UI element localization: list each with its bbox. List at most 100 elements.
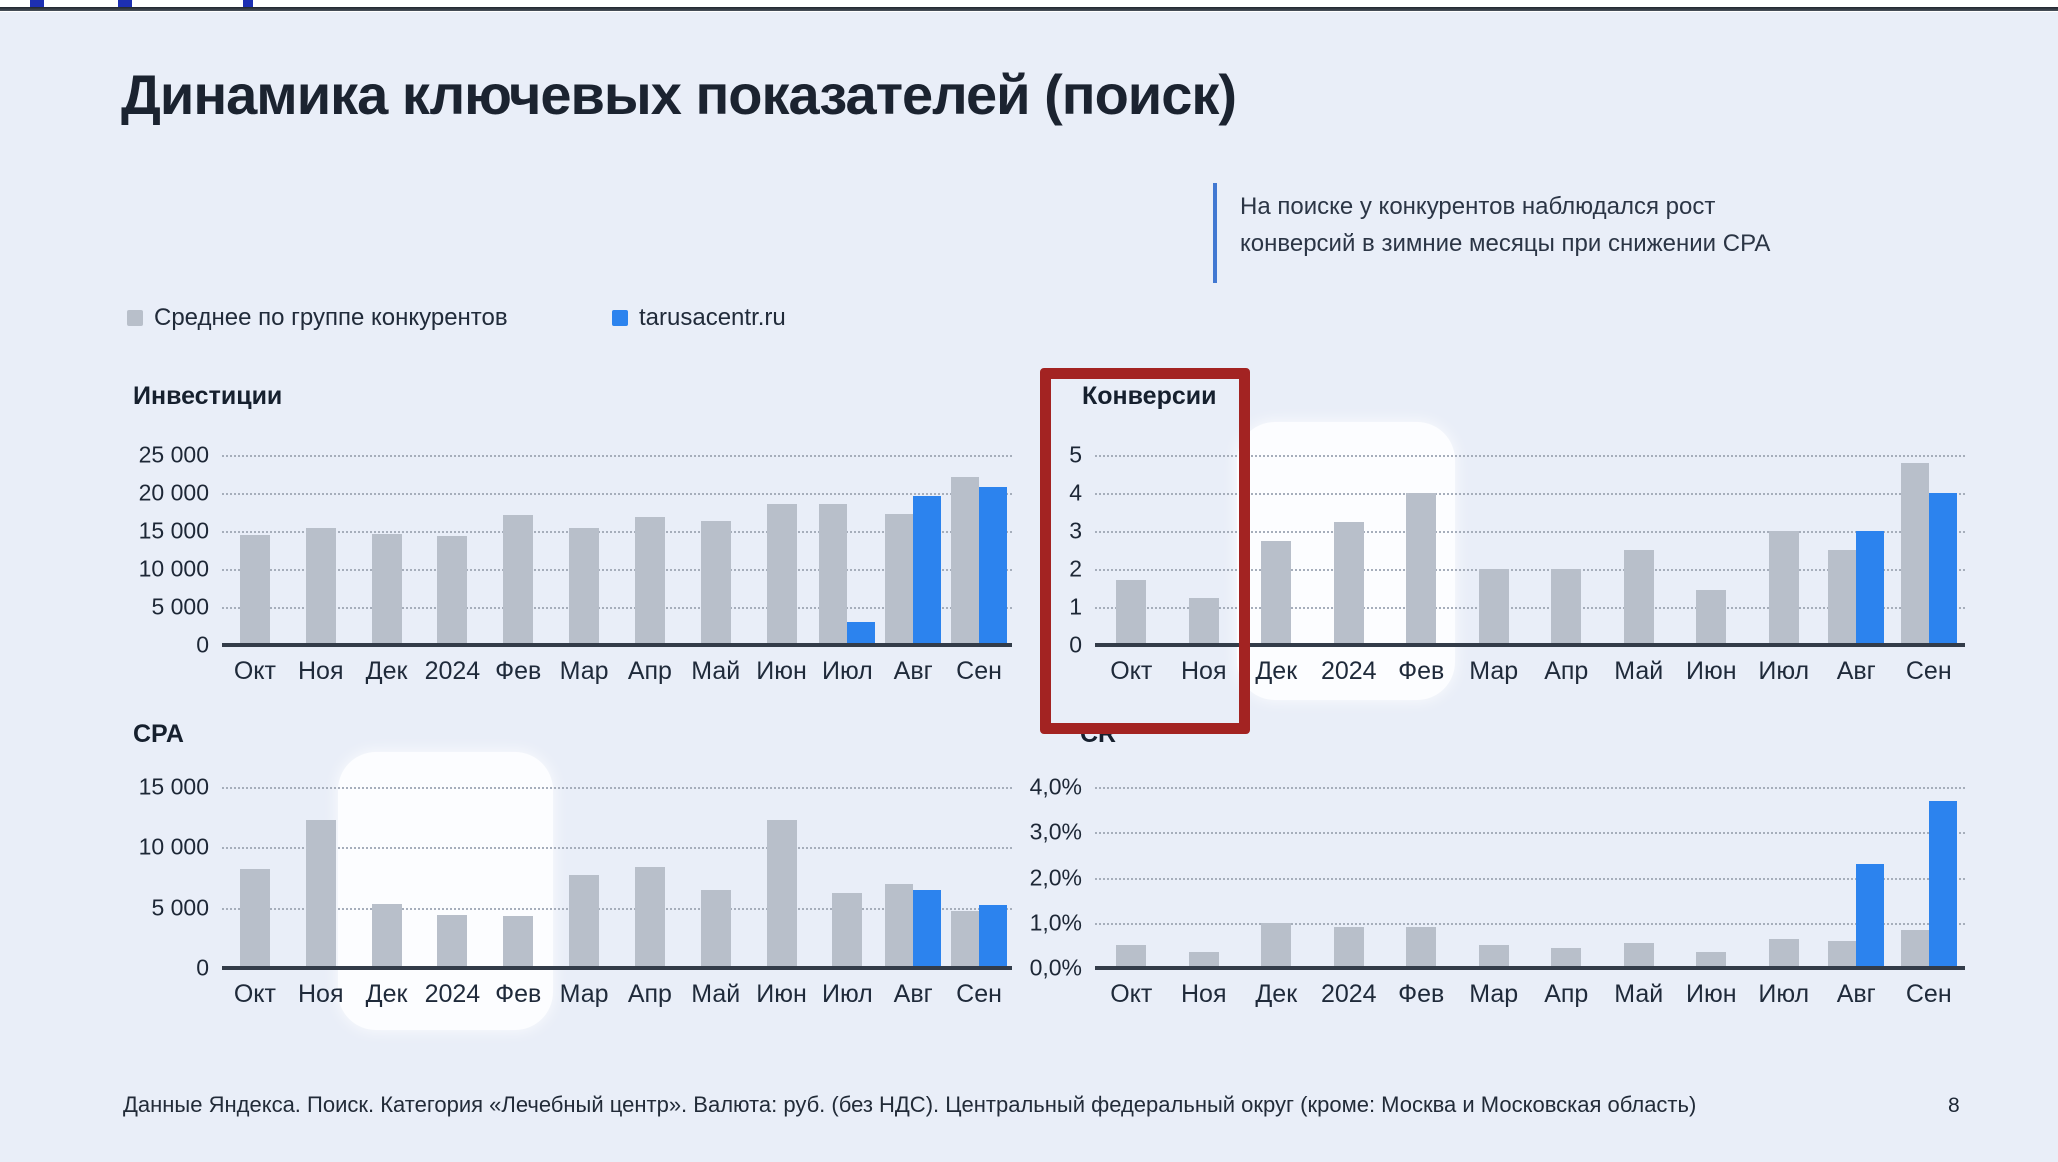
footer-source-note: Данные Яндекса. Поиск. Категория «Лечебн… <box>123 1092 1697 1117</box>
y-tick-label: 2,0% <box>1029 864 1082 890</box>
bar-cpa-Мар-competitors <box>569 875 600 968</box>
bar-cpa-Сен-site <box>979 905 1008 968</box>
x-tick-label: Авг <box>893 657 933 685</box>
bar-slot-Июн <box>1675 787 1748 968</box>
red-annotation-box <box>1040 368 1250 734</box>
plot-area-cpa: 15 000 10 000 5 000 0 Окт Ноя Дек 2024 Фев Мар Апр… <box>139 774 1012 1008</box>
x-tick-label: Июн <box>756 980 807 1008</box>
legend-item-site: tarusacentr.ru <box>612 304 786 332</box>
plot-area-investments: 25 000 20 000 15 000 10 000 5 000 0 Окт Ноя Дек 2… <box>139 442 1012 685</box>
y-tick-label: 0 <box>196 954 209 981</box>
bar-slot-Мар <box>551 787 617 968</box>
browser-tab-fragment <box>118 0 132 7</box>
x-tick-label: Ноя <box>1181 657 1227 685</box>
x-tick-label: Мар <box>1469 657 1519 685</box>
bar-slot-Ноя <box>1168 787 1241 968</box>
x-tick-label: 2024 <box>1320 980 1377 1008</box>
bar-investments-2024-competitors <box>437 536 468 645</box>
bar-investments-Июл-site <box>847 622 876 645</box>
gridline-cr-3 <box>1095 832 1965 835</box>
gridline-investments-20000 <box>222 493 1012 495</box>
gridline-investments-5000 <box>222 607 1012 609</box>
bar-conversions-Сен-site <box>1928 493 1957 645</box>
bar-slot-Ноя <box>1168 455 1241 645</box>
bar-investments-Ноя-competitors <box>305 527 336 645</box>
y-tick-label: 3,0% <box>1029 818 1082 845</box>
bar-investments-Июл-competitors <box>819 503 848 645</box>
x-tick-label: Сен <box>1905 980 1952 1008</box>
bar-cpa-Апр-competitors <box>634 866 665 968</box>
bar-conversions-Апр-competitors <box>1551 569 1582 645</box>
bar-slot-Фев <box>485 787 551 968</box>
bar-slot-Июн <box>749 455 815 645</box>
y-tick-label: 10 000 <box>138 833 209 860</box>
bar-cpa-Окт-competitors <box>239 869 270 968</box>
y-tick-label: 5 <box>1069 441 1082 468</box>
bar-investments-Авг-competitors <box>885 513 914 645</box>
y-tick-label: 25 000 <box>138 441 209 468</box>
bar-cpa-Июл-competitors <box>832 893 863 968</box>
bar-investments-Дек-competitors <box>371 534 402 645</box>
bars-layer <box>222 455 1012 645</box>
bar-investments-Сен-competitors <box>951 477 980 645</box>
x-axis-labels: Окт Ноя Дек 2024 Фев Мар Апр Май Июн Июл Авг Сен <box>222 980 1012 1009</box>
bar-slot-Мар <box>551 455 617 645</box>
bar-slot-Окт <box>1095 787 1168 968</box>
bar-slot-Июл <box>814 455 880 645</box>
bar-slot-Дек <box>354 787 420 968</box>
x-tick-label: Окт <box>233 657 276 685</box>
browser-tab-fragment <box>243 0 253 7</box>
x-axis-labels: Окт Ноя Дек 2024 Фев Мар Апр Май Июн Июл Авг Сен <box>1095 657 1965 686</box>
x-tick-label: Окт <box>233 980 276 1008</box>
y-tick-label: 1 <box>1069 593 1082 620</box>
x-tick-label: Фев <box>1398 980 1445 1008</box>
x-tick-label: Окт <box>1110 657 1153 685</box>
bar-slot-Апр <box>617 455 683 645</box>
plot-area-conversions: 5 4 3 2 1 0 Окт Ноя Дек 2024 Фев Мар Апр Май Июн Июл Авг… <box>1069 442 1965 685</box>
page-number: 8 <box>1948 1094 1960 1117</box>
y-tick-label: 0 <box>1069 631 1082 658</box>
chart-cpa: CPA 15 000 10 000 5 000 0 Окт Ноя Дек 2024 Фев Ма… <box>118 712 1018 1037</box>
bar-cr-Апр-competitors <box>1551 947 1582 968</box>
bar-slot-Июн <box>749 787 815 968</box>
callout-accent-line <box>1213 183 1217 283</box>
x-tick-label: Фев <box>495 657 542 685</box>
x-tick-label: Июл <box>1758 657 1810 685</box>
x-tick-label: Ноя <box>297 657 344 685</box>
legend-label-competitors: Среднее по группе конкурентов <box>154 304 508 331</box>
x-tick-label: Дек <box>365 980 408 1008</box>
y-tick-label: 0 <box>196 631 209 658</box>
legend-swatch-competitors <box>127 310 143 326</box>
x-tick-label: Дек <box>1255 657 1298 685</box>
bars-layer <box>1095 787 1965 968</box>
x-tick-label: Фев <box>1398 657 1445 685</box>
x-axis-line <box>222 643 1012 647</box>
y-tick-label: 0,0% <box>1029 954 1082 981</box>
bar-conversions-Сен-competitors <box>1900 462 1929 645</box>
bar-slot-Сен <box>946 455 1012 645</box>
x-tick-label: Мар <box>559 980 609 1008</box>
x-tick-label: Апр <box>627 657 672 685</box>
plot-area-cr: 4,0% 3,0% 2,0% 1,0% 0,0% Окт Ноя Дек 2024 Фев Мар А… <box>1030 774 1965 1008</box>
bar-investments-Май-competitors <box>700 521 731 645</box>
bar-investments-Апр-competitors <box>634 517 665 645</box>
y-tick-label: 15 000 <box>138 773 209 800</box>
bar-cr-Фев-competitors <box>1406 927 1437 968</box>
legend-item-competitors: Среднее по группе конкурентов <box>127 304 508 332</box>
bar-slot-Май <box>683 787 749 968</box>
bar-slot-2024 <box>419 787 485 968</box>
y-tick-label: 4,0% <box>1029 773 1082 800</box>
x-tick-label: 2024 <box>424 980 481 1008</box>
x-tick-label: 2024 <box>1320 657 1377 685</box>
bar-cr-Мар-competitors <box>1478 945 1509 968</box>
bar-slot-Дек <box>354 455 420 645</box>
x-tick-label: Авг <box>893 980 933 1008</box>
chart-investments: Инвестиции 25 000 20 000 15 000 10 000 5 000… <box>118 376 1018 706</box>
bar-slot-Окт <box>1095 455 1168 645</box>
bar-conversions-Фев-competitors <box>1406 493 1437 645</box>
y-tick-label: 2 <box>1069 555 1082 582</box>
bar-slot-Мар <box>1458 455 1531 645</box>
x-tick-label: Сен <box>956 657 1002 685</box>
x-tick-label: 2024 <box>424 657 481 685</box>
